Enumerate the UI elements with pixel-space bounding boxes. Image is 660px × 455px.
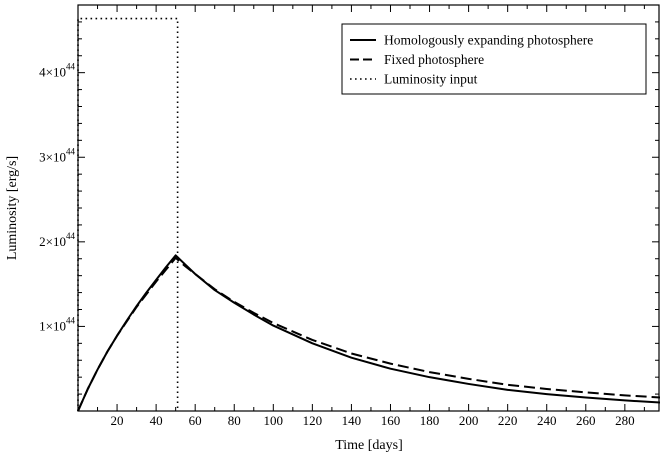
x-tick-label: 80 — [228, 413, 241, 428]
y-axis-label: Luminosity [erg/s] — [5, 156, 20, 260]
y-tick-label: 1×1044 — [39, 315, 75, 333]
series-line-1 — [77, 254, 660, 412]
x-tick-label: 260 — [576, 413, 596, 428]
series-line-3 — [77, 17, 179, 411]
legend: Homologously expanding photosphere Fixed … — [341, 23, 647, 95]
x-tick-label: 160 — [381, 413, 401, 428]
legend-entry-3: Luminosity input — [384, 72, 478, 87]
x-tick-label: 40 — [150, 413, 163, 428]
y-tick-label: 2×1044 — [39, 231, 75, 249]
x-tick-label: 100 — [264, 413, 284, 428]
x-axis: 20 40 60 80 100 120 140 160 180 200 220 240 260 280 — [97, 5, 645, 428]
legend-box — [341, 23, 647, 95]
x-tick-label: 180 — [420, 413, 440, 428]
y-tick-label: 4×1044 — [39, 62, 75, 80]
x-tick-label: 280 — [615, 413, 635, 428]
x-tick-label: 140 — [342, 413, 362, 428]
x-tick-label: 220 — [498, 413, 518, 428]
legend-entry-1: Homologously expanding photosphere — [384, 33, 593, 48]
x-tick-label: 20 — [111, 413, 124, 428]
x-tick-label: 200 — [459, 413, 479, 428]
x-tick-label: 120 — [303, 413, 323, 428]
x-tick-label: 240 — [537, 413, 557, 428]
y-tick-label: 3×1044 — [39, 146, 75, 164]
x-tick-label: 60 — [189, 413, 202, 428]
series-line-2 — [77, 256, 660, 412]
y-axis: 1×1044 2×1044 3×1044 4×1044 — [39, 21, 659, 395]
x-axis-label: Time [days] — [335, 438, 403, 453]
legend-entry-2: Fixed photosphere — [384, 52, 484, 67]
